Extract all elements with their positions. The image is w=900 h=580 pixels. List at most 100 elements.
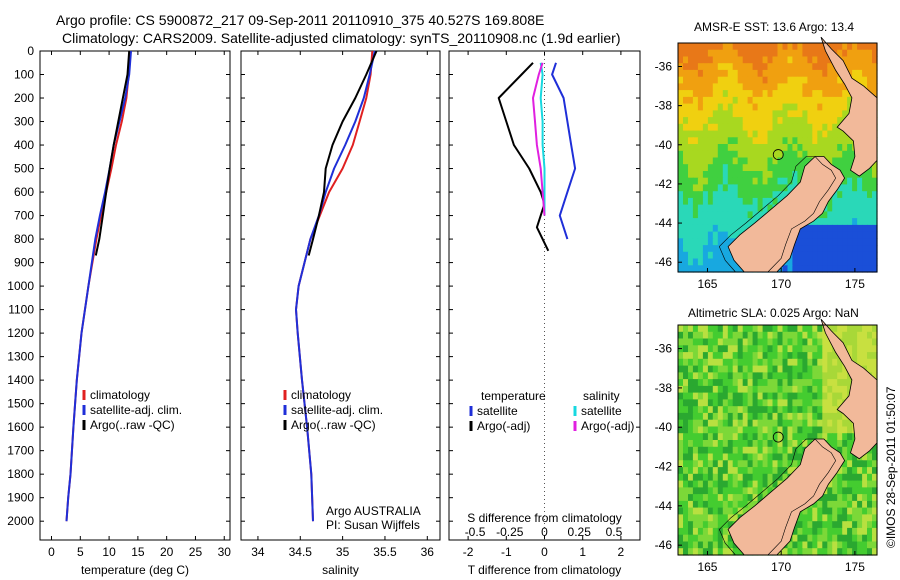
map-pixel: [722, 412, 729, 421]
map-pixel: [692, 392, 699, 400]
map-pixel: [827, 224, 833, 233]
map-pixel: [792, 144, 798, 152]
map-pixel: [707, 440, 714, 448]
map-pixel: [777, 433, 784, 441]
map-pixel: [712, 480, 719, 488]
map-pixel: [787, 43, 794, 51]
map-pixel: [847, 164, 853, 172]
map-pixel: [787, 440, 794, 448]
map-pixel: [692, 204, 699, 212]
map-pixel: [837, 358, 843, 367]
map-pixel: [802, 534, 808, 543]
map-pixel: [867, 487, 873, 495]
map-pixel: [732, 63, 739, 71]
map-pixel: [742, 358, 749, 367]
map-pixel: [867, 494, 873, 502]
map-pixel: [747, 197, 754, 206]
map-pixel: [857, 534, 863, 543]
map-pixel: [717, 211, 724, 219]
map-pixel: [678, 90, 684, 98]
map-pixel: [782, 49, 789, 57]
map-pixel: [827, 96, 833, 105]
map-pixel: [697, 251, 704, 260]
legend-entry: satellite: [477, 404, 518, 418]
map-pixel: [787, 96, 794, 105]
map-pixel: [827, 527, 833, 536]
map-pixel: [827, 218, 833, 226]
map-pixel: [683, 514, 689, 522]
map-pixel: [688, 117, 694, 125]
map-pixel: [812, 433, 818, 441]
map-pixel: [787, 76, 794, 84]
map-pixel: [777, 331, 784, 340]
map-pixel: [732, 43, 739, 51]
map-pixel: [777, 372, 784, 380]
map-pixel: [857, 338, 863, 346]
map-pixel: [688, 191, 694, 199]
map-pixel: [782, 150, 789, 159]
map-pixel: [737, 49, 744, 57]
map-pixel: [812, 117, 818, 125]
map-pixel: [678, 514, 684, 522]
map-pixel: [802, 130, 808, 138]
map-pixel: [717, 197, 724, 206]
map-pixel: [842, 507, 848, 515]
map-pixel: [702, 541, 709, 549]
map-pixel: [872, 548, 878, 556]
map-pixel: [872, 224, 878, 233]
map-pixel: [678, 473, 684, 482]
map-pixel: [857, 480, 863, 488]
map-pixel: [842, 164, 848, 172]
map-pixel: [722, 69, 729, 78]
map-pixel: [837, 446, 843, 455]
map-pixel: [827, 211, 833, 219]
map-pixel: [742, 379, 749, 387]
map-pixel: [767, 426, 774, 434]
lat-tick-label: -36: [655, 59, 673, 73]
map-pixel: [727, 521, 734, 529]
map-pixel: [767, 63, 774, 71]
map-pixel: [847, 144, 853, 152]
difference-profile-xtick-label: 1: [579, 545, 586, 559]
map-pixel: [742, 460, 749, 468]
map-pixel: [757, 157, 764, 165]
map-pixel: [692, 500, 699, 509]
map-pixel: [767, 480, 774, 488]
map-pixel: [747, 399, 754, 407]
map-pixel: [752, 379, 759, 387]
map-pixel: [742, 63, 749, 71]
map-pixel: [772, 171, 779, 179]
map-pixel: [777, 96, 784, 105]
map-pixel: [702, 245, 709, 253]
map-pixel: [802, 392, 808, 400]
map-pixel: [797, 514, 803, 522]
map-pixel: [822, 218, 828, 226]
map-pixel: [712, 527, 719, 536]
map-pixel: [827, 399, 833, 407]
map-pixel: [807, 103, 813, 111]
map-pixel: [847, 265, 853, 273]
map-pixel: [852, 534, 858, 543]
map-pixel: [767, 345, 774, 353]
map-pixel: [872, 83, 878, 91]
map-pixel: [807, 110, 813, 118]
map-pixel: [678, 49, 684, 57]
map-pixel: [717, 487, 724, 495]
map-pixel: [762, 204, 769, 212]
map-pixel: [797, 331, 803, 340]
map-pixel: [707, 171, 714, 179]
map-pixel: [852, 224, 858, 233]
map-pixel: [717, 460, 724, 468]
map-pixel: [678, 43, 684, 51]
map-pixel: [678, 144, 684, 152]
map-pixel: [678, 204, 684, 212]
map-pixel: [707, 69, 714, 78]
map-pixel: [872, 191, 878, 199]
map-pixel: [817, 123, 823, 132]
map-pixel: [857, 43, 863, 51]
map-pixel: [717, 204, 724, 212]
map-pixel: [792, 103, 798, 111]
map-pixel: [867, 238, 873, 246]
map-pixel: [752, 338, 759, 346]
map-pixel: [807, 548, 813, 556]
